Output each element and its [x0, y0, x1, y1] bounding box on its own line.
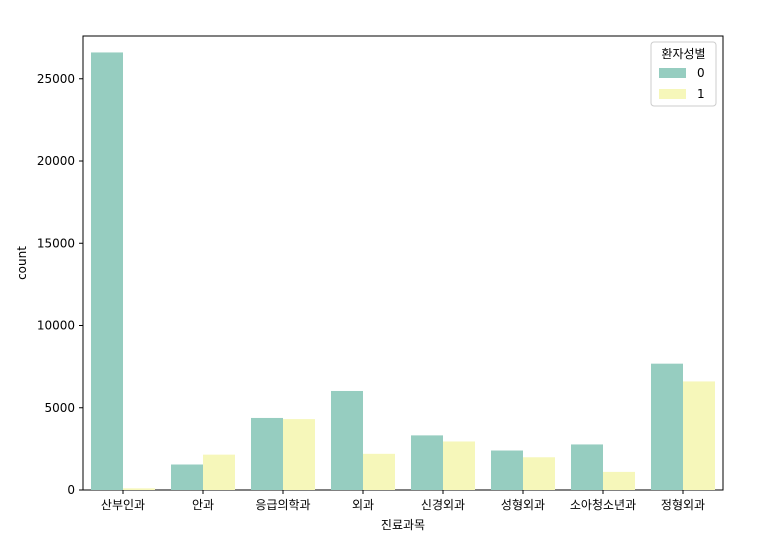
legend-swatch-0 — [659, 68, 686, 78]
bar-안과-1 — [203, 454, 235, 490]
legend: 환자성별 01 — [650, 41, 717, 107]
bar-외과-0 — [331, 390, 363, 490]
y-tick-label: 20000 — [37, 154, 75, 168]
bar-산부인과-0 — [91, 52, 123, 490]
legend-items: 01 — [659, 66, 705, 101]
x-tick-label: 성형외과 — [501, 498, 545, 512]
legend-label-0: 0 — [697, 66, 705, 80]
legend-label-1: 1 — [697, 87, 705, 101]
bar-정형외과-0 — [651, 363, 683, 490]
bar-성형외과-0 — [491, 450, 523, 490]
bar-산부인과-1 — [123, 488, 155, 490]
y-tick-label: 25000 — [37, 72, 75, 86]
bar-외과-1 — [363, 453, 395, 490]
x-tick-label: 신경외과 — [421, 498, 465, 512]
plot-frame — [82, 35, 724, 491]
x-axis: 산부인과 안과 응급의학과 외과 신경외과 성형외과 소아청소년과 정형외과 — [101, 490, 705, 512]
bar-안과-0 — [171, 464, 203, 490]
y-tick-label: 15000 — [37, 236, 75, 250]
bar-소아청소년과-0 — [571, 444, 603, 490]
bars-group — [91, 52, 715, 490]
bar-응급의학과-1 — [283, 419, 315, 490]
bar-성형외과-1 — [523, 457, 555, 490]
x-tick-label: 산부인과 — [101, 498, 145, 512]
x-tick-label: 안과 — [192, 498, 214, 512]
bar-신경외과-1 — [443, 441, 475, 490]
x-tick-label: 응급의학과 — [255, 498, 310, 512]
y-axis: 0 5000 10000 15000 20000 25000 — [37, 72, 83, 497]
bar-정형외과-1 — [683, 381, 715, 490]
x-tick-label: 정형외과 — [661, 498, 705, 512]
bar-신경외과-0 — [411, 435, 443, 490]
legend-title: 환자성별 — [661, 47, 705, 61]
plot-area — [82, 35, 724, 491]
x-axis-label: 진료과목 — [381, 518, 425, 532]
bar-소아청소년과-1 — [603, 471, 635, 490]
x-tick-label: 소아청소년과 — [570, 498, 636, 512]
y-tick-label: 10000 — [37, 319, 75, 333]
x-tick-label: 외과 — [352, 498, 374, 512]
y-axis-label: count — [15, 246, 29, 280]
y-tick-label: 5000 — [44, 401, 75, 415]
legend-swatch-1 — [659, 89, 686, 99]
bar-응급의학과-0 — [251, 417, 283, 490]
y-tick-label: 0 — [67, 483, 75, 497]
